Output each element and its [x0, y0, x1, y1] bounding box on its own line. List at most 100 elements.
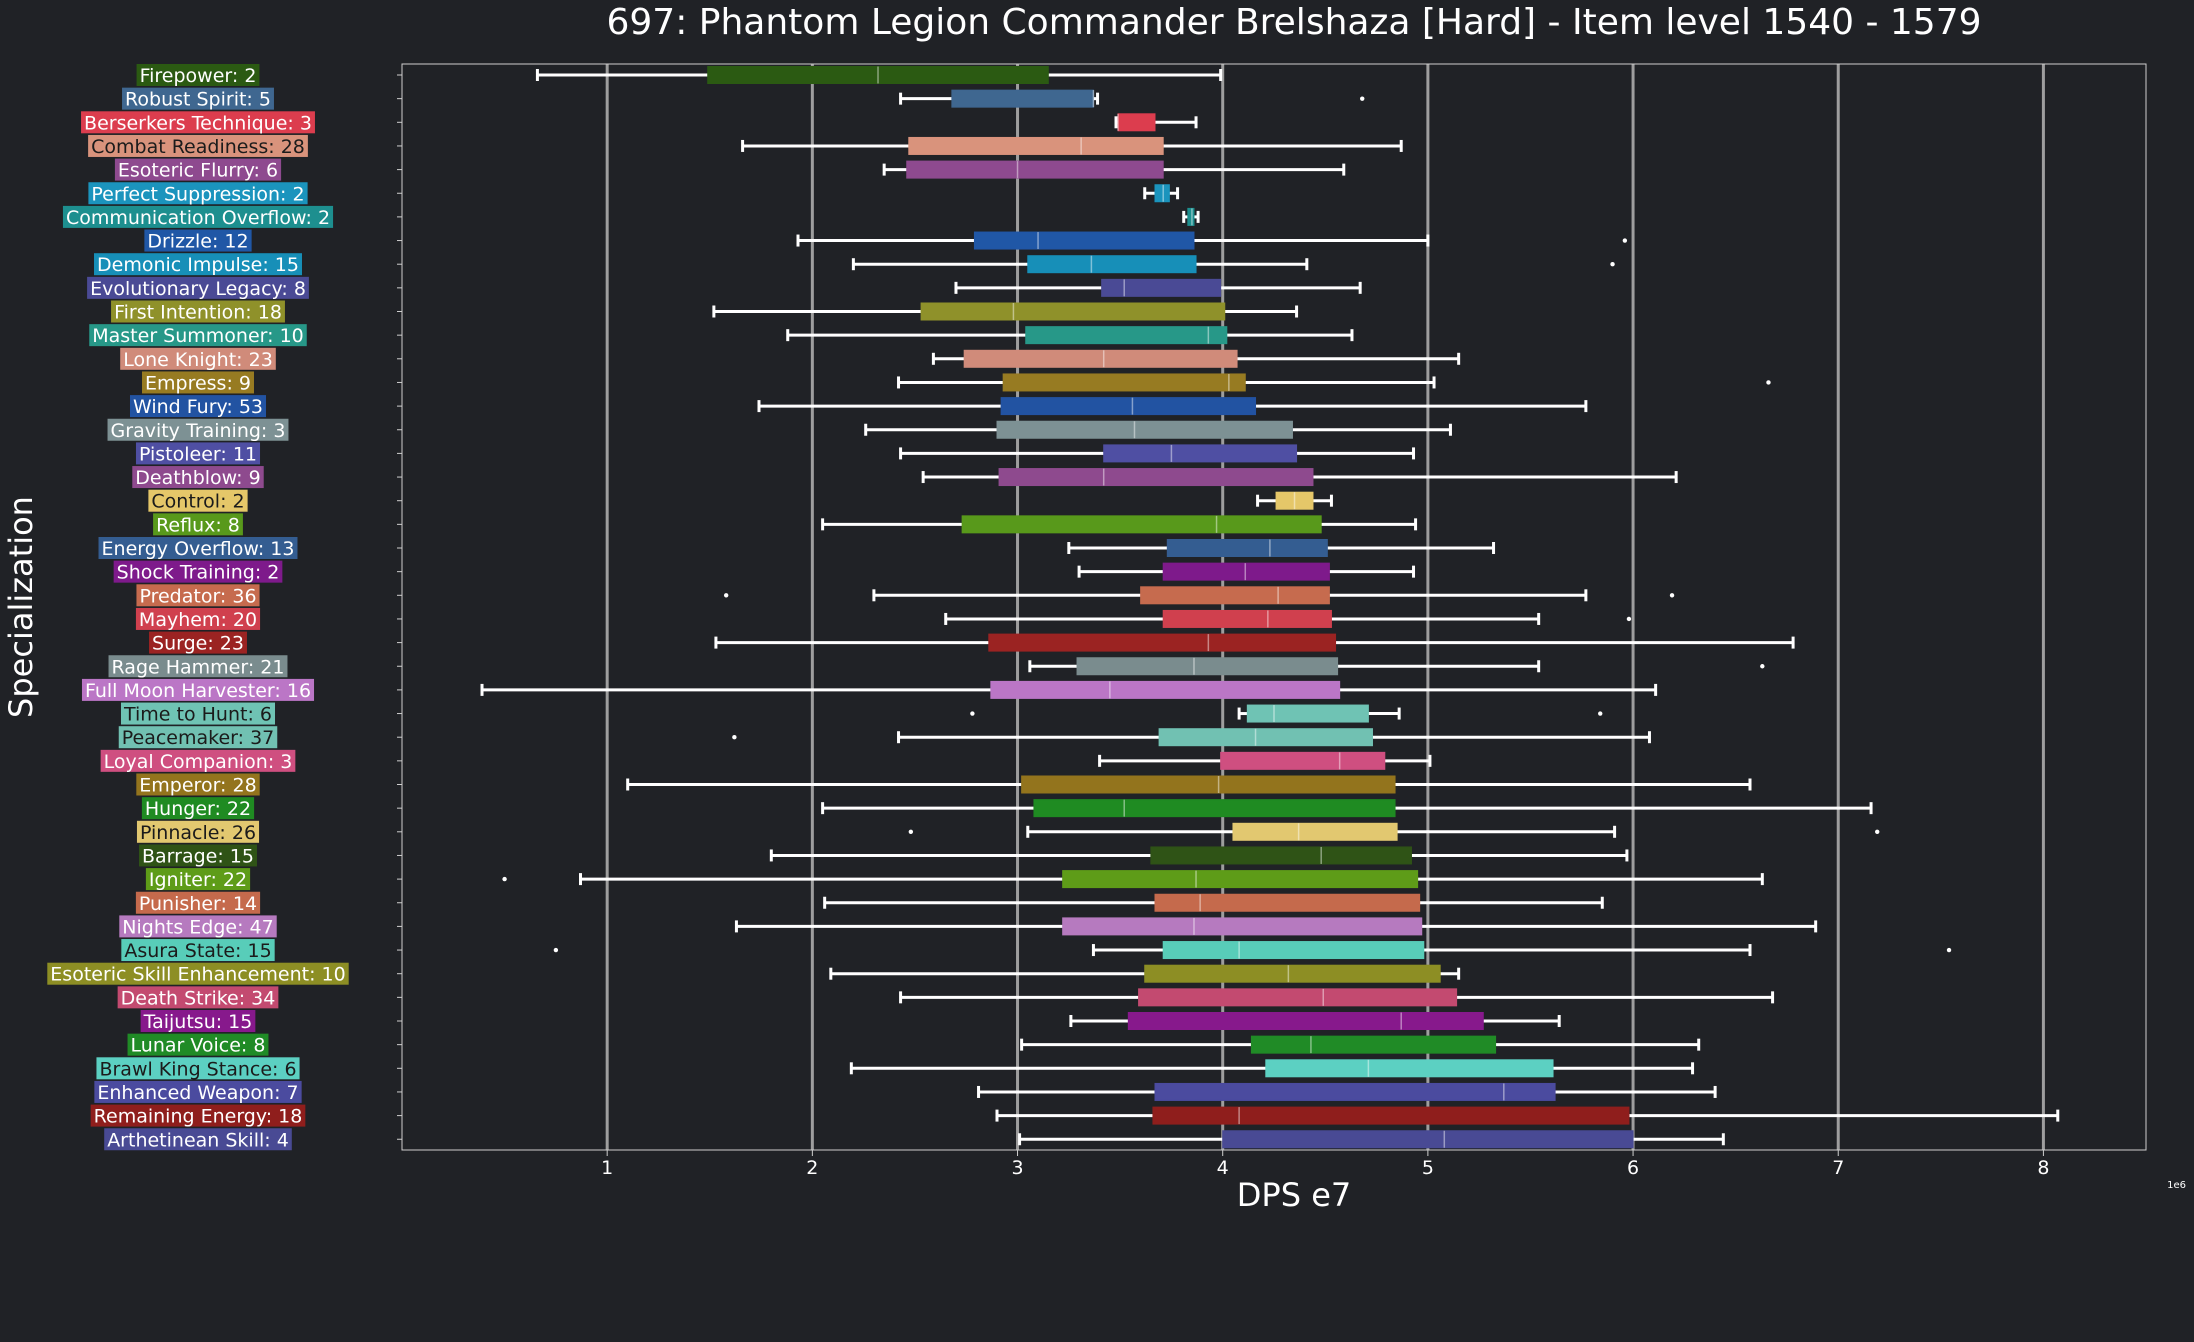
spec-label-control: Control: 2	[148, 489, 248, 513]
box-shock-training	[1162, 562, 1330, 581]
box-group-peacemaker	[732, 728, 1651, 747]
x-tick-label-2: 2	[806, 1157, 818, 1179]
outlier-igniter-0	[502, 876, 507, 882]
spec-label-bg-lunar-voice	[127, 1033, 269, 1056]
axis-offset-label: 1e6	[2167, 1180, 2186, 1191]
spec-label-bg-brawl-king-stance	[96, 1057, 300, 1080]
spec-label-text-nights-edge: Nights Edge: 47	[122, 916, 273, 938]
box-group-emperor	[626, 775, 1752, 794]
spec-label-bg-perfect-suppression	[88, 182, 308, 205]
spec-label-text-evolutionary-legacy: Evolutionary Legacy: 8	[90, 278, 306, 300]
box-group-nights-edge	[734, 917, 1818, 936]
box-group-brawl-king-stance	[849, 1059, 1695, 1078]
spec-label-bg-shock-training	[113, 560, 283, 583]
spec-label-text-communication-overflow: Communication Overflow: 2	[66, 207, 330, 229]
spec-label-lone-knight: Lone Knight: 23	[120, 347, 276, 371]
box-deathblow	[998, 468, 1314, 487]
spec-label-perfect-suppression: Perfect Suppression: 2	[88, 182, 308, 205]
box-gravity-training	[996, 420, 1293, 439]
box-group-robust-spirit	[899, 89, 1365, 108]
spec-label-arthetinean-skill: Arthetinean Skill: 4	[104, 1128, 292, 1151]
x-tick-label-3: 3	[1011, 1157, 1023, 1179]
box-barrage	[1150, 846, 1412, 865]
spec-label-text-esoteric-flurry: Esoteric Flurry: 6	[118, 160, 278, 182]
spec-label-text-brawl-king-stance: Brawl King Stance: 6	[99, 1058, 296, 1080]
box-group-loyal-companion	[1098, 751, 1432, 770]
outlier-rage-hammer-0	[1760, 664, 1765, 669]
spec-label-lunar-voice: Lunar Voice: 8	[127, 1033, 269, 1057]
box-group-empress	[897, 373, 1771, 392]
spec-label-bg-esoteric-skill-enhancement	[47, 962, 349, 985]
box-brawl-king-stance	[1265, 1059, 1554, 1078]
box-pistoleer	[1103, 444, 1298, 463]
box-master-summoner	[1025, 326, 1228, 345]
spec-label-demonic-impulse: Demonic Impulse: 15	[94, 253, 302, 276]
box-lone-knight	[963, 349, 1238, 368]
plot-frame	[401, 63, 2147, 1151]
spec-label-communication-overflow: Communication Overflow: 2	[62, 205, 334, 229]
spec-label-esoteric-flurry: Esoteric Flurry: 6	[114, 158, 282, 182]
spec-label-pistoleer: Pistoleer: 11	[135, 442, 261, 465]
spec-label-text-enhanced-weapon: Enhanced Weapon: 7	[97, 1082, 298, 1104]
spec-label-bg-taijutsu	[140, 1010, 256, 1032]
spec-label-bg-combat-readiness	[88, 134, 308, 157]
spec-label-text-demonic-impulse: Demonic Impulse: 15	[97, 254, 299, 276]
spec-label-text-deathblow: Deathblow: 9	[135, 467, 260, 489]
box-group-barrage	[769, 846, 1629, 865]
box-group-combat-readiness	[741, 136, 1403, 155]
grid-lines	[605, 64, 2045, 1150]
box-group-remaining-energy	[995, 1106, 2060, 1125]
box-lunar-voice	[1250, 1035, 1497, 1054]
spec-label-text-remaining-energy: Remaining Energy: 18	[94, 1106, 303, 1128]
spec-label-text-mayhem: Mayhem: 20	[139, 609, 257, 631]
spec-label-bg-energy-overflow	[98, 537, 298, 559]
box-group-death-strike	[899, 988, 1775, 1007]
spec-label-full-moon-harvester: Full Moon Harvester: 16	[81, 678, 315, 702]
spec-label-bg-loyal-companion	[100, 749, 296, 772]
spec-label-text-emperor: Emperor: 28	[139, 775, 256, 797]
box-group-evolutionary-legacy	[954, 278, 1362, 297]
spec-label-text-pinnacle: Pinnacle: 26	[140, 822, 256, 844]
outlier-empress-0	[1766, 380, 1771, 385]
spec-label-text-firepower: Firepower: 2	[140, 65, 257, 87]
spec-label-first-intention: First Intention: 18	[111, 300, 285, 324]
outlier-demonic-impulse-0	[1610, 262, 1615, 267]
spec-label-text-empress: Empress: 9	[145, 372, 251, 394]
spec-label-text-time-to-hunt: Time to Hunt: 6	[123, 704, 272, 726]
spec-label-taijutsu: Taijutsu: 15	[140, 1010, 256, 1033]
box-group-master-summoner	[786, 326, 1354, 345]
box-energy-overflow	[1166, 539, 1328, 557]
spec-label-bg-surge	[149, 631, 247, 654]
box-group-perfect-suppression	[1143, 184, 1180, 203]
box-group-first-intention	[712, 302, 1299, 321]
outlier-drizzle-0	[1622, 238, 1628, 243]
x-tick-label-5: 5	[1422, 1157, 1434, 1179]
box-arthetinean-skill	[1222, 1130, 1634, 1149]
spec-label-bg-robust-spirit	[122, 87, 274, 110]
spec-label-text-hunger: Hunger: 22	[145, 798, 251, 820]
box-group-time-to-hunt	[970, 704, 1603, 723]
spec-label-emperor: Emperor: 28	[136, 773, 260, 797]
spec-label-text-rage-hammer: Rage Hammer: 21	[112, 656, 285, 678]
box-group-rage-hammer	[1028, 657, 1765, 676]
spec-label-bg-arthetinean-skill	[104, 1128, 292, 1151]
spec-label-rage-hammer: Rage Hammer: 21	[108, 655, 288, 678]
box-group-shock-training	[1077, 562, 1416, 581]
spec-label-surge: Surge: 23	[149, 631, 247, 655]
spec-label-bg-death-strike	[117, 986, 279, 1009]
spec-label-bg-mayhem	[135, 607, 261, 630]
box-group-lone-knight	[931, 349, 1461, 368]
spec-label-bg-control	[148, 489, 248, 512]
box-series	[480, 66, 2060, 1149]
spec-label-bg-first-intention	[111, 300, 285, 323]
spec-label-energy-overflow: Energy Overflow: 13	[98, 537, 298, 560]
box-robust-spirit	[951, 89, 1094, 108]
box-firepower	[707, 66, 1049, 84]
box-group-esoteric-flurry	[882, 160, 1346, 179]
spec-label-bg-time-to-hunt	[120, 702, 276, 725]
box-group-enhanced-weapon	[977, 1082, 1717, 1101]
spec-label-bg-drizzle	[144, 229, 252, 252]
box-igniter	[1062, 870, 1419, 889]
box-peacemaker	[1158, 728, 1373, 747]
